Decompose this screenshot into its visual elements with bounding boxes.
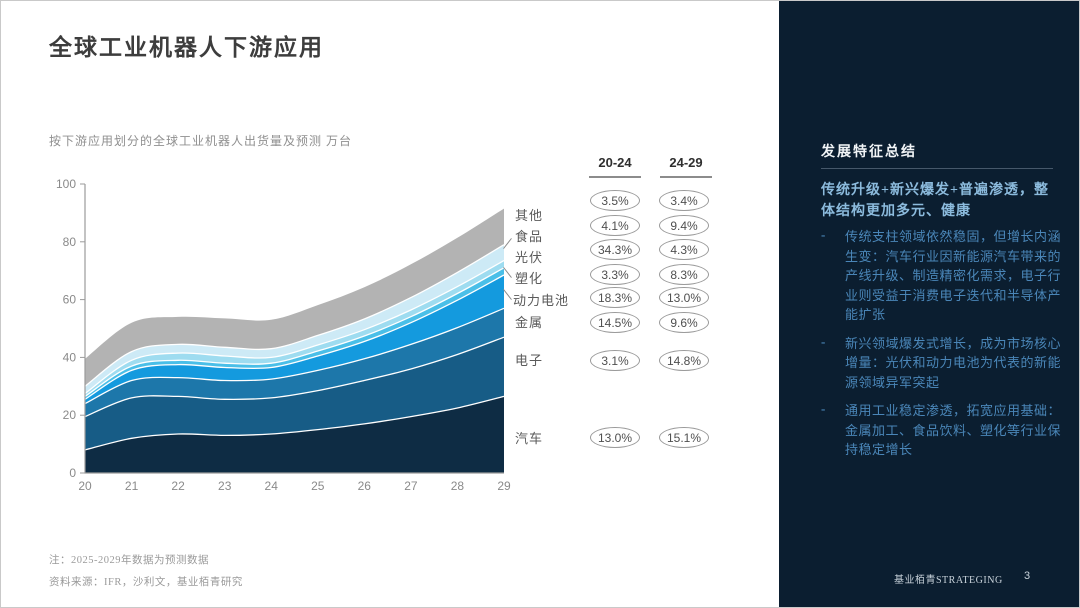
bullet-text-3: 通用工业稳定渗透，拓宽应用基础：金属加工、食品饮料、塑化等行业保持稳定增长 xyxy=(845,403,1062,457)
cagr-badge-power-battery-1: 18.3% xyxy=(590,287,640,308)
y-tick-label: 40 xyxy=(63,350,77,364)
x-tick-label: 29 xyxy=(497,479,511,493)
layer-boundary xyxy=(84,244,505,387)
cagr-col-underline-1 xyxy=(589,176,641,178)
bullet-dash-icon: - xyxy=(821,333,826,349)
x-tick-label: 25 xyxy=(311,479,325,493)
sidebar-bullet-2: - 新兴领域爆发式增长，成为市场核心增量：光伏和动力电池为代表的新能源领域异军突… xyxy=(821,334,1061,393)
layer-boundary xyxy=(84,336,505,418)
series-label-automotive: 汽车 xyxy=(515,431,544,446)
y-tick-label: 0 xyxy=(69,466,76,480)
x-tick-label: 22 xyxy=(171,479,185,493)
layer-boundary xyxy=(84,267,505,397)
cagr-badge-food-2: 9.4% xyxy=(659,215,709,236)
brand-logo-text: 基业栢青STRATEGING xyxy=(894,575,1003,586)
x-tick-label: 26 xyxy=(358,479,372,493)
sidebar-title: 发展特征总结 xyxy=(821,145,917,160)
series-label-metal: 金属 xyxy=(515,315,544,330)
y-tick-label: 20 xyxy=(63,408,77,422)
layer-boundary xyxy=(84,395,505,451)
series-label-food: 食品 xyxy=(515,229,544,244)
cagr-badge-other-1: 3.5% xyxy=(590,190,640,211)
series-label-plastics: 塑化 xyxy=(515,271,544,286)
page-title: 全球工业机器人下游应用 xyxy=(49,35,324,60)
x-tick-label: 20 xyxy=(78,479,92,493)
layer-boundary xyxy=(84,274,505,400)
x-tick-label: 21 xyxy=(125,479,139,493)
cagr-badge-food-1: 4.1% xyxy=(590,215,640,236)
sidebar-intro: 传统升级+新兴爆发+普遍渗透，整体结构更加多元、健康 xyxy=(821,183,1049,219)
note-source: 资料来源：IFR，沙利文，基业栢青研究 xyxy=(49,577,243,588)
bullet-text-1: 传统支柱领域依然稳固，但增长内涵生变：汽车行业因新能源汽车带来的产线升级、制造精… xyxy=(845,229,1062,322)
x-tick-label: 28 xyxy=(451,479,465,493)
cagr-badge-plastics-2: 8.3% xyxy=(659,264,709,285)
cagr-badge-automotive-2: 15.1% xyxy=(659,427,709,448)
sidebar-bullet-1: - 传统支柱领域依然稳固，但增长内涵生变：汽车行业因新能源汽车带来的产线升级、制… xyxy=(821,227,1061,325)
summary-sidebar: 发展特征总结 传统升级+新兴爆发+普遍渗透，整体结构更加多元、健康 - 传统支柱… xyxy=(779,1,1079,607)
series-label-other: 其他 xyxy=(515,208,544,223)
cagr-badge-power-battery-2: 13.0% xyxy=(659,287,709,308)
chart-container: 0 20 40 60 80 100 20 21 22 23 24 25 26 27 28 29 xyxy=(51,171,521,501)
sidebar-bullet-list: - 传统支柱领域依然稳固，但增长内涵生变：汽车行业因新能源汽车带来的产线升级、制… xyxy=(821,227,1061,469)
x-tick-label: 24 xyxy=(265,479,279,493)
y-tick-label: 100 xyxy=(56,177,76,191)
series-label-electronics: 电子 xyxy=(515,353,544,368)
y-tick-label: 80 xyxy=(63,235,77,249)
cagr-badge-automotive-1: 13.0% xyxy=(590,427,640,448)
cagr-badge-electronics-1: 3.1% xyxy=(590,350,640,371)
layer-boundary xyxy=(84,307,505,405)
layer-boundary xyxy=(84,260,505,395)
cagr-badge-electronics-2: 14.8% xyxy=(659,350,709,371)
cagr-col-header-24-29: 24-29 xyxy=(669,155,703,170)
x-tick-label: 27 xyxy=(404,479,418,493)
cagr-badge-other-2: 3.4% xyxy=(659,190,709,211)
cagr-badge-photovoltaic-2: 4.3% xyxy=(659,239,709,260)
series-label-power-battery: 动力电池 xyxy=(513,293,570,308)
cagr-col-header-20-24: 20-24 xyxy=(598,155,632,170)
x-tick-label: 23 xyxy=(218,479,232,493)
cagr-col-underline-2 xyxy=(660,176,712,178)
y-tick-label: 60 xyxy=(63,293,77,307)
cagr-badge-photovoltaic-1: 34.3% xyxy=(590,239,640,260)
area-automotive xyxy=(85,396,504,473)
chart-subtitle: 按下游应用划分的全球工业机器人出货量及预测 万台 xyxy=(49,134,353,148)
cagr-badge-metal-2: 9.6% xyxy=(659,312,709,333)
sidebar-bullet-3: - 通用工业稳定渗透，拓宽应用基础：金属加工、食品饮料、塑化等行业保持稳定增长 xyxy=(821,401,1061,460)
sidebar-divider xyxy=(821,168,1053,169)
cagr-badge-metal-1: 14.5% xyxy=(590,312,640,333)
note-forecast: 注：2025-2029年数据为预测数据 xyxy=(49,555,209,566)
cagr-badge-plastics-1: 3.3% xyxy=(590,264,640,285)
page-number: 3 xyxy=(1024,570,1031,582)
series-label-photovoltaic: 光伏 xyxy=(515,250,544,265)
bullet-dash-icon: - xyxy=(821,401,826,416)
bullet-dash-icon: - xyxy=(821,227,826,242)
bullet-text-2: 新兴领域爆发式增长，成为市场核心增量：光伏和动力电池为代表的新能源领域异军突起 xyxy=(845,335,1062,390)
